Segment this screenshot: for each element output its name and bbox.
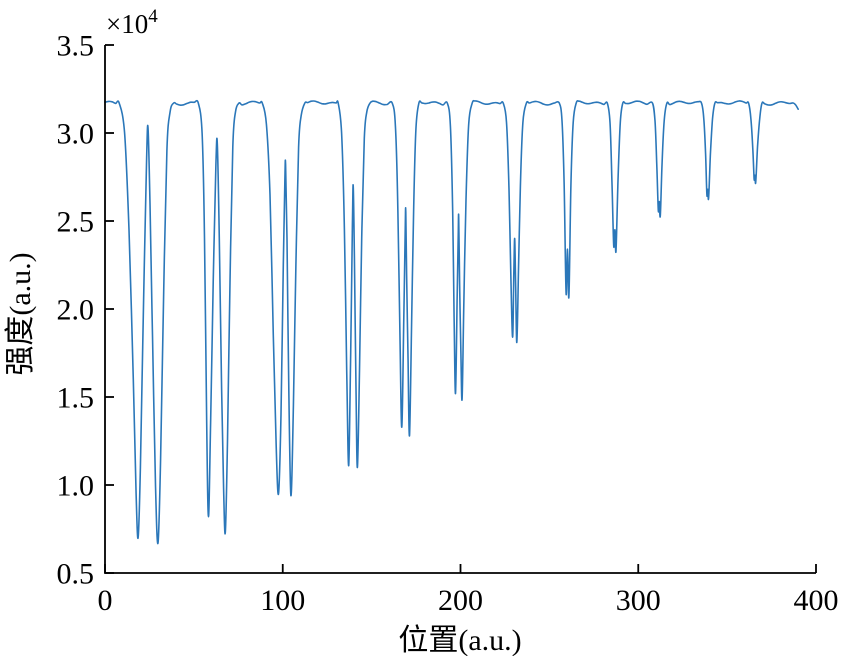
offset-base: ×10 bbox=[106, 9, 148, 39]
y-tick-label: 0.5 bbox=[57, 558, 95, 591]
x-tick-label: 200 bbox=[438, 584, 483, 617]
y-tick-label: 2.5 bbox=[57, 206, 95, 239]
x-tick-label: 0 bbox=[98, 584, 113, 617]
y-tick-label: 1.0 bbox=[57, 470, 95, 503]
signal-line bbox=[104, 99, 799, 545]
tick-labels: 0 100 200 300 400 0.5 1.0 1.5 2.0 2.5 3.0 3.5 bbox=[57, 30, 839, 618]
axes-spines bbox=[104, 45, 816, 574]
y-tick-label: 1.5 bbox=[57, 382, 95, 415]
x-tick-label: 300 bbox=[616, 584, 661, 617]
y-axis-title: 强度(a.u.) bbox=[4, 252, 37, 375]
x-tick-label: 400 bbox=[794, 584, 839, 617]
y-tick-label: 2.0 bbox=[57, 294, 95, 327]
y-tick-label: 3.0 bbox=[57, 118, 95, 151]
x-tick-label: 100 bbox=[260, 584, 305, 617]
y-tick-label: 3.5 bbox=[57, 30, 95, 63]
y-axis-offset-text: ×104 bbox=[106, 6, 158, 39]
x-axis-title: 位置(a.u.) bbox=[398, 624, 521, 656]
offset-exponent: 4 bbox=[148, 6, 158, 27]
